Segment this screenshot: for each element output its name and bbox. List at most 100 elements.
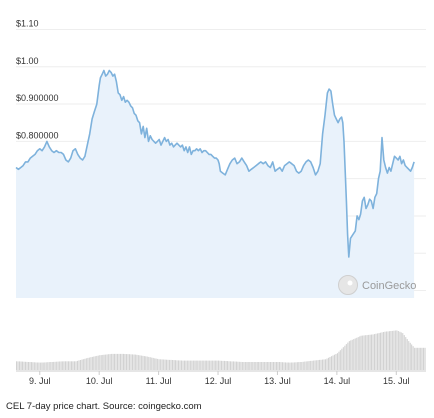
volume-bar bbox=[166, 359, 168, 370]
volume-bar bbox=[258, 362, 260, 370]
price-line bbox=[15, 69, 415, 258]
volume-bar bbox=[221, 360, 223, 370]
volume-bar bbox=[310, 360, 312, 370]
volume-bar bbox=[286, 362, 288, 370]
volume-bar bbox=[115, 353, 117, 370]
volume-bar bbox=[296, 362, 298, 370]
volume-bar bbox=[50, 362, 52, 370]
volume-bar bbox=[308, 361, 310, 370]
volume-bar bbox=[229, 361, 231, 370]
volume-bar bbox=[191, 360, 193, 370]
volume-bar bbox=[406, 339, 408, 370]
y-tick-label: $1.00 bbox=[16, 56, 39, 66]
volume-bar bbox=[265, 362, 267, 370]
volume-bar bbox=[78, 360, 80, 370]
volume-bar bbox=[302, 361, 304, 370]
volume-bar bbox=[29, 362, 31, 370]
volume-bar bbox=[252, 362, 254, 370]
volume-bar bbox=[273, 362, 275, 370]
volume-bar bbox=[88, 357, 90, 370]
volume-bar bbox=[53, 361, 55, 370]
volume-bar bbox=[259, 362, 261, 370]
volume-bar bbox=[363, 335, 365, 370]
volume-bar bbox=[335, 354, 337, 370]
volume-bar bbox=[160, 359, 162, 370]
volume-bar bbox=[131, 354, 133, 370]
volume-bar bbox=[408, 341, 410, 370]
volume-bar bbox=[284, 362, 286, 370]
volume-bar bbox=[359, 336, 361, 370]
volume-bar bbox=[60, 361, 62, 370]
volume-bar bbox=[390, 331, 392, 370]
volume-bar bbox=[120, 353, 122, 370]
volume-bar bbox=[134, 354, 136, 370]
volume-bar bbox=[322, 359, 324, 370]
volume-bar bbox=[314, 360, 316, 370]
volume-bar bbox=[270, 362, 272, 370]
volume-bar bbox=[54, 361, 56, 370]
volume-bar bbox=[169, 359, 171, 370]
volume-bar bbox=[405, 337, 407, 370]
volume-bar bbox=[21, 361, 23, 370]
coingecko-logo-eye-icon bbox=[347, 280, 353, 286]
volume-bar bbox=[151, 357, 153, 370]
volume-bar bbox=[142, 355, 144, 370]
volume-bar bbox=[299, 362, 301, 370]
volume-bar bbox=[127, 354, 129, 370]
volume-bar bbox=[27, 362, 29, 370]
volume-bar bbox=[203, 360, 205, 370]
volume-bar bbox=[106, 354, 108, 370]
volume-bar bbox=[51, 362, 53, 370]
volume-bar bbox=[148, 356, 150, 370]
volume-bar bbox=[85, 358, 87, 370]
volume-bar bbox=[372, 334, 374, 370]
volume-bar bbox=[400, 332, 402, 370]
volume-bar bbox=[45, 362, 47, 370]
volume-bar bbox=[362, 335, 364, 370]
volume-bar bbox=[32, 362, 34, 370]
volume-bar bbox=[81, 359, 83, 370]
chart-caption: CEL 7-day price chart. Source: coingecko… bbox=[6, 401, 202, 412]
volume-bar bbox=[290, 362, 292, 370]
volume-bar bbox=[341, 348, 343, 370]
volume-bar bbox=[71, 361, 73, 370]
volume-bar bbox=[183, 360, 185, 370]
volume-bar bbox=[87, 357, 89, 370]
volume-bar bbox=[369, 334, 371, 370]
volume-bar bbox=[41, 362, 43, 370]
volume-bar bbox=[174, 360, 176, 370]
volume-bar bbox=[228, 361, 230, 370]
volume-bar bbox=[56, 361, 58, 370]
volume-bar bbox=[329, 357, 331, 370]
volume-bar bbox=[237, 361, 239, 370]
volume-bar bbox=[204, 360, 206, 370]
volume-bar bbox=[388, 331, 390, 370]
volume-bar bbox=[356, 337, 358, 370]
volume-bar bbox=[423, 347, 425, 370]
volume-bar bbox=[17, 361, 19, 370]
volume-bar bbox=[247, 362, 249, 370]
volume-bar bbox=[93, 356, 95, 370]
volume-bar bbox=[289, 362, 291, 370]
volume-bar bbox=[99, 355, 101, 370]
volume-bar bbox=[154, 358, 156, 370]
volume-bar bbox=[82, 359, 84, 370]
volume-bar bbox=[243, 362, 245, 370]
volume-bar bbox=[26, 361, 28, 370]
volume-bar bbox=[293, 362, 295, 370]
volume-bar bbox=[244, 362, 246, 370]
volume-bar bbox=[313, 360, 315, 370]
volume-bar bbox=[403, 335, 405, 370]
volume-bar bbox=[348, 341, 350, 370]
volume-bar bbox=[192, 360, 194, 370]
watermark-text: CoinGecko bbox=[362, 280, 416, 292]
volume-bar bbox=[173, 360, 175, 370]
volume-bar bbox=[209, 360, 211, 370]
volume-bar bbox=[274, 362, 276, 370]
volume-bar bbox=[172, 360, 174, 370]
volume-bar bbox=[298, 362, 300, 370]
volume-bar bbox=[170, 359, 172, 370]
volume-bar bbox=[305, 361, 307, 370]
volume-bar bbox=[38, 362, 40, 370]
volume-bar bbox=[79, 360, 81, 370]
